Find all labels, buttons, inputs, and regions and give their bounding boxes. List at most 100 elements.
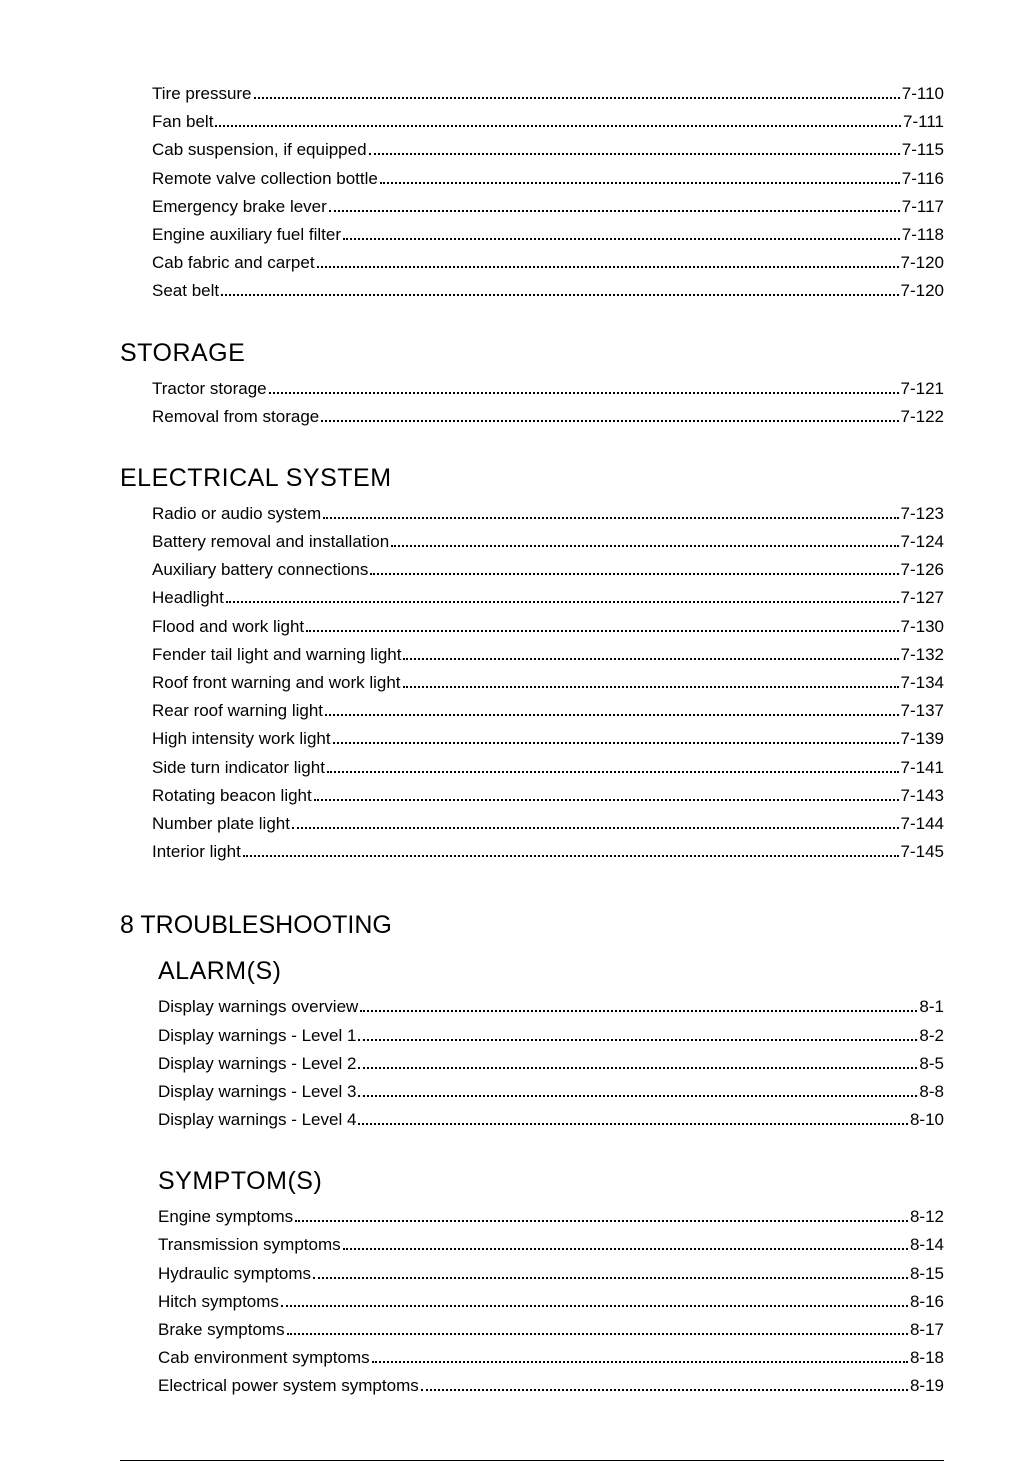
- toc-page: 7-120: [901, 249, 944, 276]
- toc-entry: Cab fabric and carpet7-120: [120, 249, 944, 276]
- leader-dots: [369, 153, 900, 155]
- leader-dots: [343, 238, 900, 240]
- toc-page: 8-18: [910, 1344, 944, 1371]
- toc-label: Brake symptoms: [158, 1316, 285, 1343]
- toc-entry: Tire pressure 7-110: [120, 80, 944, 107]
- toc-entry: Engine auxiliary fuel filter 7-118: [120, 221, 944, 248]
- leader-dots: [215, 125, 901, 127]
- leader-dots: [421, 1389, 908, 1391]
- toc-label: Radio or audio system: [152, 500, 321, 527]
- toc-page: 7-123: [901, 500, 944, 527]
- leader-dots: [243, 855, 899, 857]
- toc-label: Flood and work light: [152, 613, 304, 640]
- toc-label: Headlight: [152, 584, 224, 611]
- toc-label: Display warnings overview: [158, 993, 358, 1020]
- toc-page: 7-141: [901, 754, 944, 781]
- toc-entry: Cab environment symptoms 8-18: [120, 1344, 944, 1371]
- toc-page: 7-121: [901, 375, 944, 402]
- toc-label: Roof front warning and work light: [152, 669, 401, 696]
- toc-page: 8-5: [919, 1050, 944, 1077]
- section-title-alarms: ALARM(S): [120, 951, 944, 991]
- toc-label: Display warnings - Level 4: [158, 1106, 356, 1133]
- toc-entry: Battery removal and installation7-124: [120, 528, 944, 555]
- leader-dots: [403, 686, 899, 688]
- leader-dots: [325, 714, 898, 716]
- toc-entry: Engine symptoms 8-12: [120, 1203, 944, 1230]
- toc-page: 7-143: [901, 782, 944, 809]
- toc-entry: Flood and work light7-130: [120, 613, 944, 640]
- leader-dots: [358, 1039, 917, 1041]
- toc-label: Fan belt: [152, 108, 213, 135]
- toc-page: 8-1: [919, 993, 944, 1020]
- leader-dots: [329, 210, 900, 212]
- leader-dots: [358, 1095, 917, 1097]
- toc-page: 7-127: [901, 584, 944, 611]
- toc-entry: Display warnings - Level 18-2: [120, 1022, 944, 1049]
- toc-page: 8-10: [910, 1106, 944, 1133]
- toc-label: Rear roof warning light: [152, 697, 323, 724]
- toc-label: Engine symptoms: [158, 1203, 293, 1230]
- toc-label: Cab environment symptoms: [158, 1344, 370, 1371]
- leader-dots: [254, 97, 900, 99]
- leader-dots: [221, 294, 898, 296]
- leader-dots: [281, 1305, 908, 1307]
- toc-entry: Display warnings - Level 4 8-10: [120, 1106, 944, 1133]
- toc-label: Hydraulic symptoms: [158, 1260, 311, 1287]
- toc-page: 7-118: [902, 221, 944, 248]
- toc-page: 7-115: [902, 136, 944, 163]
- toc-page: 8-19: [910, 1372, 944, 1399]
- toc-label: Display warnings - Level 3: [158, 1078, 356, 1105]
- toc-label: Removal from storage: [152, 403, 319, 430]
- leader-dots: [327, 771, 899, 773]
- toc-page: 7-134: [901, 669, 944, 696]
- toc-label: Display warnings - Level 1: [158, 1022, 356, 1049]
- toc-label: Rotating beacon light: [152, 782, 312, 809]
- toc-page: 7-145: [901, 838, 944, 865]
- chapter-title-troubleshooting: 8 TROUBLESHOOTING: [120, 905, 944, 945]
- leader-dots: [380, 182, 900, 184]
- toc-entry: Number plate light7-144: [120, 810, 944, 837]
- toc-page: 7-124: [901, 528, 944, 555]
- toc-label: Side turn indicator light: [152, 754, 325, 781]
- toc-entry: High intensity work light 7-139: [120, 725, 944, 752]
- toc-page: 7-111: [903, 108, 944, 135]
- toc-entry: Display warnings - Level 28-5: [120, 1050, 944, 1077]
- toc-entry: Hitch symptoms8-16: [120, 1288, 944, 1315]
- toc-group-storage: Tractor storage7-121 Removal from storag…: [120, 375, 944, 430]
- section-title-electrical: ELECTRICAL SYSTEM: [120, 458, 944, 498]
- toc-label: Auxiliary battery connections: [152, 556, 368, 583]
- toc-entry: Removal from storage7-122: [120, 403, 944, 430]
- toc-group-symptoms: Engine symptoms 8-12 Transmission symptom…: [120, 1203, 944, 1399]
- toc-entry: Rotating beacon light 7-143: [120, 782, 944, 809]
- toc-page: 7-110: [902, 80, 944, 107]
- toc-entry: Fender tail light and warning light7-132: [120, 641, 944, 668]
- toc-entry: Fan belt 7-111: [120, 108, 944, 135]
- toc-entry: Transmission symptoms8-14: [120, 1231, 944, 1258]
- toc-entry: Roof front warning and work light 7-134: [120, 669, 944, 696]
- leader-dots: [343, 1248, 908, 1250]
- toc-label: Tire pressure: [152, 80, 252, 107]
- toc-entry: Interior light7-145: [120, 838, 944, 865]
- toc-entry: Seat belt7-120: [120, 277, 944, 304]
- leader-dots: [295, 1220, 908, 1222]
- toc-label: Seat belt: [152, 277, 219, 304]
- toc-label: High intensity work light: [152, 725, 331, 752]
- toc-page: 7-137: [901, 697, 944, 724]
- toc-entry: Display warnings overview 8-1: [120, 993, 944, 1020]
- toc-label: Engine auxiliary fuel filter: [152, 221, 341, 248]
- toc-entry: Electrical power system symptoms8-19: [120, 1372, 944, 1399]
- leader-dots: [306, 630, 898, 632]
- leader-dots: [226, 601, 899, 603]
- toc-entry: Radio or audio system 7-123: [120, 500, 944, 527]
- leader-dots: [269, 392, 899, 394]
- leader-dots: [372, 1361, 908, 1363]
- leader-dots: [321, 420, 898, 422]
- toc-page: 7-139: [901, 725, 944, 752]
- toc-entry: Cab suspension, if equipped7-115: [120, 136, 944, 163]
- toc-entry: Tractor storage7-121: [120, 375, 944, 402]
- footer-rule: [120, 1460, 944, 1461]
- toc-page: 8-12: [910, 1203, 944, 1230]
- toc-entry: Remote valve collection bottle7-116: [120, 165, 944, 192]
- leader-dots: [358, 1123, 908, 1125]
- toc-page: 8-17: [910, 1316, 944, 1343]
